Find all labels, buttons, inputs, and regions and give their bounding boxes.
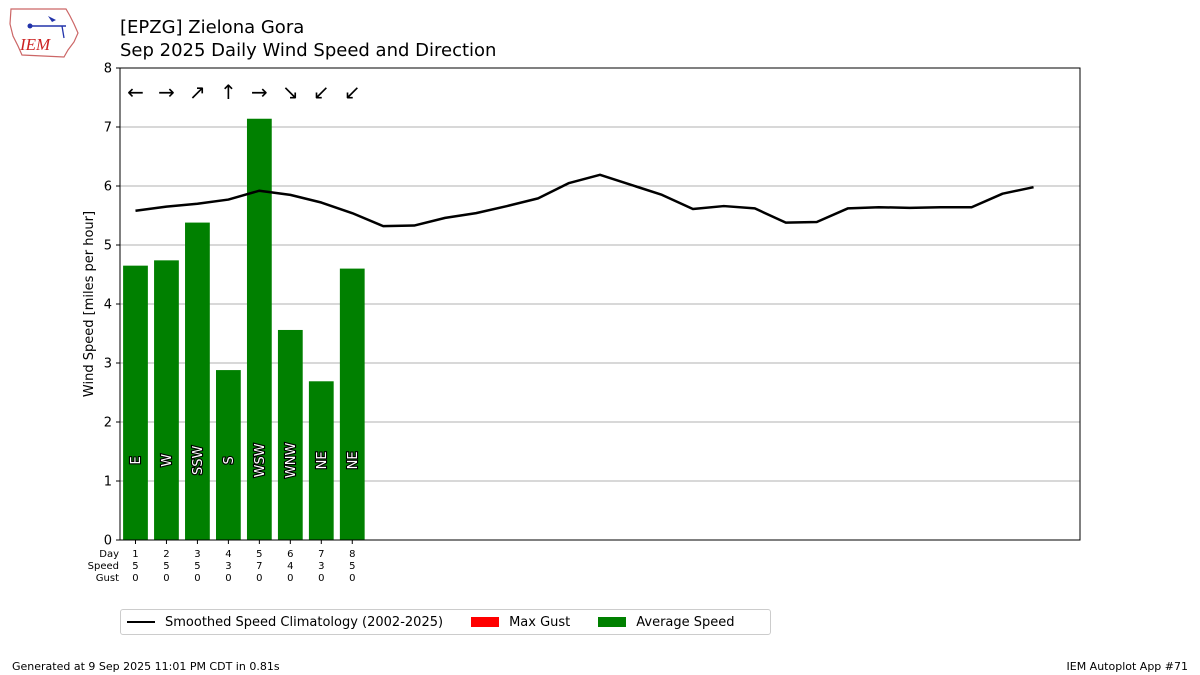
x-tick-day: 1 (132, 549, 138, 560)
bar-direction-label: W (160, 454, 175, 467)
climatology-line (135, 173, 1034, 228)
x-row-label: Speed (88, 561, 119, 572)
bar-average-speed (185, 222, 210, 540)
x-tick-speed: 5 (349, 561, 355, 572)
bar-direction-label: SSW (191, 446, 206, 476)
legend-item-climatology: Smoothed Speed Climatology (2002-2025) (127, 615, 443, 630)
bar-direction-label: E (129, 456, 144, 464)
x-row-label: Day (99, 549, 119, 560)
x-tick-day: 7 (318, 549, 324, 560)
x-tick-gust: 0 (163, 573, 169, 584)
x-tick-gust: 0 (194, 573, 200, 584)
footer-generated: Generated at 9 Sep 2025 11:01 PM CDT in … (12, 660, 280, 673)
legend-label-climatology: Smoothed Speed Climatology (2002-2025) (165, 614, 444, 630)
legend-line-swatch (127, 621, 155, 623)
bars (123, 118, 365, 541)
legend-label-average-speed: Average Speed (636, 614, 735, 630)
logo-text: IEM (19, 35, 51, 54)
legend-item-max-gust: Max Gust (471, 615, 570, 630)
legend-label-max-gust: Max Gust (509, 614, 571, 630)
y-tick-label: 3 (104, 357, 112, 372)
x-tick-speed: 3 (225, 561, 231, 572)
climatology-layer (135, 173, 1034, 228)
iem-logo: IEM (9, 8, 79, 58)
direction-arrow: ↑ (220, 80, 237, 104)
x-tick-day: 4 (225, 549, 231, 560)
y-tick-label: 7 (104, 121, 112, 136)
legend: Smoothed Speed Climatology (2002-2025) M… (120, 609, 771, 635)
x-tick-speed: 5 (163, 561, 169, 572)
x-tick-gust: 0 (256, 573, 262, 584)
bar-direction-label: WSW (253, 443, 268, 477)
direction-labels: E W SSW S WSW WNW NE NE (128, 441, 362, 479)
y-tick-label: 4 (104, 298, 112, 313)
direction-arrow: ↙ (313, 80, 330, 104)
bar-average-speed (123, 265, 148, 540)
legend-swatch-average-speed (598, 617, 627, 627)
chart-subtitle: Sep 2025 Daily Wind Speed and Direction (120, 40, 497, 61)
x-tick-day: 5 (256, 549, 262, 560)
y-tick-label: 0 (104, 534, 112, 549)
bar-average-speed (277, 329, 303, 540)
x-tick-speed: 5 (132, 561, 138, 572)
x-tick-speed: 7 (256, 561, 262, 572)
x-tick-day: 2 (163, 549, 169, 560)
x-tick-speed: 5 (194, 561, 200, 572)
y-tick-label: 2 (104, 416, 112, 431)
footer-app: IEM Autoplot App #71 (1066, 660, 1189, 673)
legend-item-average-speed: Average Speed (598, 614, 735, 630)
bar-average-speed (308, 381, 334, 540)
y-tick-label: 6 (104, 180, 112, 195)
bar-direction-label: S (222, 456, 237, 464)
direction-arrow: ↘ (282, 80, 299, 104)
x-tick-gust: 0 (318, 573, 324, 584)
legend-swatch-max-gust (471, 617, 500, 627)
bar-direction-label: NE (346, 451, 361, 469)
direction-arrow: → (158, 80, 175, 104)
y-tick-label: 8 (104, 62, 112, 77)
bar-direction-label: NE (315, 451, 330, 469)
x-row-label: Gust (96, 573, 119, 584)
direction-arrows: ← → ↗ ↑ → ↘ ↙ ↙ (127, 80, 361, 104)
bar-average-speed (339, 268, 365, 540)
x-tick-gust: 0 (349, 573, 355, 584)
x-tick-gust: 0 (132, 573, 138, 584)
y-tick-label: 5 (104, 239, 112, 254)
x-tick-gust: 0 (225, 573, 231, 584)
bar-average-speed (246, 118, 272, 541)
x-tick-gust: 0 (287, 573, 293, 584)
direction-arrow: ↗ (189, 80, 206, 104)
direction-arrow: ↙ (344, 80, 361, 104)
x-tick-day: 3 (194, 549, 200, 560)
x-tick-speed: 3 (318, 561, 324, 572)
y-tick-label: 1 (104, 475, 112, 490)
y-axis-ticks: 0 1 2 3 4 5 6 7 8 (104, 62, 120, 549)
direction-arrow: → (251, 80, 268, 104)
bar-average-speed (154, 260, 179, 540)
chart-title: [EPZG] Zielona Gora (120, 17, 305, 38)
x-tick-day: 6 (287, 549, 293, 560)
bar-direction-label: WNW (284, 442, 299, 478)
bar-average-speed (216, 370, 241, 540)
x-tick-day: 8 (349, 549, 355, 560)
y-axis-label: Wind Speed [miles per hour] (82, 211, 97, 397)
x-tick-speed: 4 (287, 561, 293, 572)
direction-arrow: ← (127, 80, 144, 104)
